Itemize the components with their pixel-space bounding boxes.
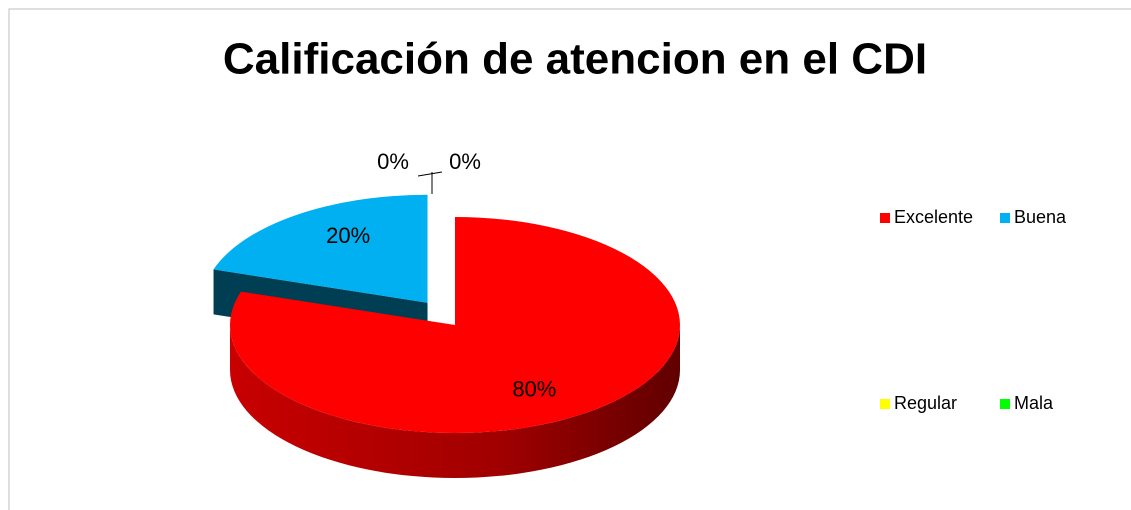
legend-label: Mala [1014,393,1054,413]
chart-border [8,8,1131,510]
chart-title: Calificación de atencion en el CDI [223,35,927,84]
legend-label: Regular [894,393,957,413]
legend-label: Buena [1014,207,1067,227]
legend-swatch [880,213,890,223]
slice [213,194,428,303]
data-label: 0% [377,149,409,174]
slice [230,217,681,433]
legend: Excelente Buena Regular Mala [880,207,1067,413]
data-label: 20% [326,223,370,248]
slice-side [230,325,680,478]
leader-line [417,171,443,177]
pie: 80% 20% 0% 0% [213,149,681,478]
legend-swatch [1000,213,1010,223]
data-label: 0% [449,149,481,174]
legend-swatch [1000,399,1010,409]
legend-swatch [880,399,890,409]
legend-label: Excelente [894,207,973,227]
data-label: 80% [512,376,556,401]
